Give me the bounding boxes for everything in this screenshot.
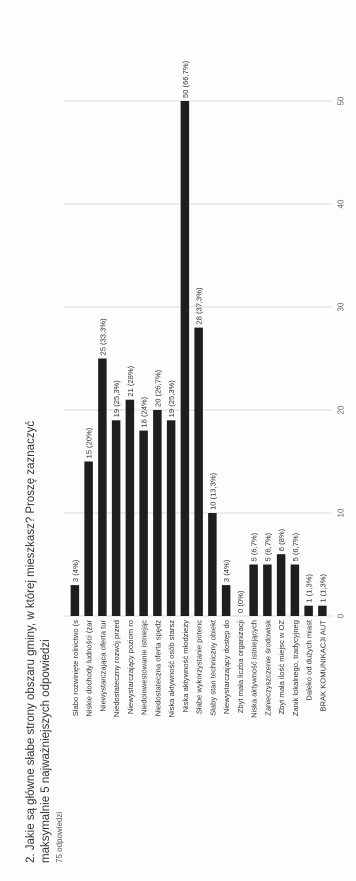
value-label-16: 5 (6,7%) (291, 532, 300, 561)
bar-3 (111, 420, 121, 616)
bar-0 (70, 585, 80, 616)
bar-13 (249, 564, 258, 616)
value-label-15: 6 (8%) (277, 528, 286, 551)
x-tick-0: 0 (336, 613, 345, 618)
category-label-14: Zanieczyszczenie środowisk (263, 620, 272, 716)
bar-17 (304, 605, 313, 616)
category-label-3: Niedostateczny rozwój przed (112, 620, 121, 717)
bars (70, 101, 327, 616)
x-tick-50: 50 (336, 96, 345, 105)
category-label-12: Zbyt mała liczba organizacji (236, 620, 245, 714)
value-label-17: 1 (1,3%) (305, 574, 314, 603)
category-label-18: BRAK KOMUNIKACJI AUT (318, 620, 327, 712)
bar-1 (84, 461, 93, 616)
bar-18 (318, 605, 327, 616)
value-label-3: 19 (25,3%) (112, 380, 121, 418)
value-label-9: 28 (37,3%) (195, 287, 204, 325)
x-tick-labels: 0 10 20 30 40 50 (336, 96, 345, 618)
x-tick-10: 10 (336, 508, 345, 517)
value-labels: 3 (4%) 15 (20%) 25 (33,3%) 19 (25,3%) 21 (28… (71, 60, 328, 613)
value-label-10: 10 (13,3%) (208, 472, 217, 510)
value-label-5: 18 (24%) (140, 396, 149, 427)
chart-title-line2: maksymalnie 5 najważniejszych odpowiedzi (40, 639, 52, 863)
value-label-4: 21 (28%) (126, 365, 135, 396)
category-label-9: Słabe wykorzystanie potenc (195, 620, 204, 714)
bar-16 (290, 564, 300, 616)
category-label-2: Niewystarczająca oferta tur (98, 620, 107, 712)
value-label-0: 3 (4%) (71, 559, 80, 582)
bar-11 (221, 585, 231, 616)
value-label-6: 20 (26,7%) (153, 369, 162, 407)
value-label-12: 0 (0%) (236, 590, 245, 613)
category-label-7: Niska aktywność osób starsz (167, 620, 176, 718)
category-label-11: Niewystarczający dostęp do (222, 620, 231, 714)
value-label-1: 15 (20%) (85, 427, 94, 458)
bar-14 (263, 564, 272, 616)
category-label-1: Niskie dochody ludności (zar (85, 620, 94, 717)
value-label-13: 5 (6,7%) (250, 532, 259, 561)
x-tick-20: 20 (336, 405, 345, 414)
category-label-13: Niska aktywność istniejących (250, 620, 259, 718)
chart-subtitle: 75 odpowiedzi (55, 812, 64, 863)
x-tick-40: 40 (336, 199, 345, 208)
bar-6 (153, 410, 162, 616)
bar-9 (194, 327, 203, 616)
value-label-8: 50 (66,7%) (181, 60, 190, 98)
value-label-7: 19 (25,3%) (167, 380, 176, 418)
category-labels: Słabo rozwinięte rolnictwo (s Niskie doch… (71, 619, 328, 718)
category-label-0: Słabo rozwinięte rolnictwo (s (71, 620, 80, 716)
value-label-11: 3 (4%) (222, 559, 231, 582)
bar-5 (139, 430, 148, 616)
category-label-10: Słaby stan techniczny obiekt (208, 619, 217, 716)
category-label-4: Niewystarczający poziom ro (126, 620, 135, 714)
category-label-16: Zanik lokalnego, tradycyjneg (291, 620, 300, 716)
bar-4 (125, 399, 135, 616)
category-label-6: Niedostateczna oferta spędz (153, 620, 162, 716)
value-label-14: 5 (6,7%) (263, 532, 272, 561)
x-tick-30: 30 (336, 302, 345, 311)
bar-15 (276, 554, 286, 616)
category-label-5: Niedoinwestowanie istniejąc (140, 620, 149, 715)
category-label-15: Zbyt mała ilość miejsc w OZ (277, 620, 286, 715)
value-label-18: 1 (1,3%) (318, 574, 327, 603)
bar-2 (98, 358, 107, 616)
bar-8 (180, 101, 190, 616)
category-label-8: Niska aktywność młodzieży (181, 620, 190, 713)
bar-10 (208, 513, 217, 616)
rotated-chart: 2. Jakie są główne słabe strony obszaru … (25, 60, 345, 863)
bar-7 (166, 420, 176, 616)
value-label-2: 25 (33,3%) (98, 318, 107, 356)
chart-title-line1: 2. Jakie są główne słabe strony obszaru … (25, 421, 37, 863)
category-label-17: Daleko od dużych miast (305, 619, 314, 701)
